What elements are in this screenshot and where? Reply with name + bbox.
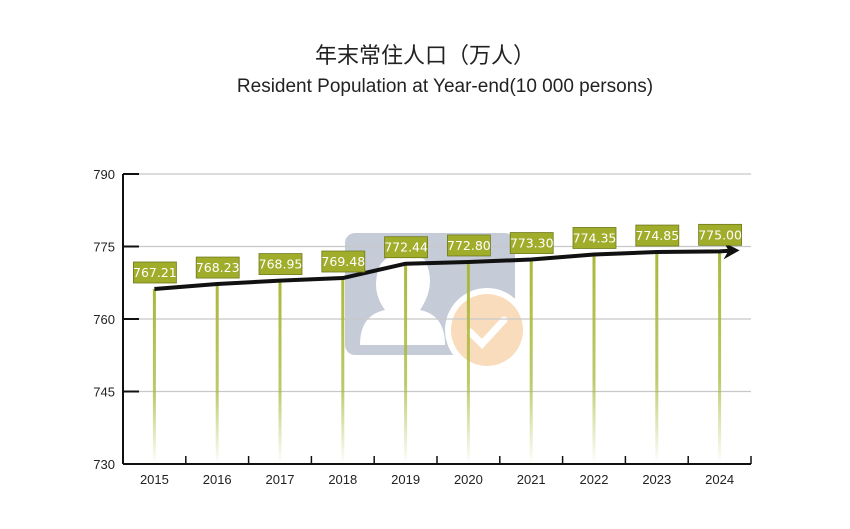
- x-tick-label: 2022: [580, 472, 609, 487]
- data-label-box: [258, 253, 303, 275]
- data-label: 768.95: [259, 257, 303, 272]
- data-label-box: [384, 236, 429, 259]
- data-label: 768.23: [196, 260, 240, 275]
- x-tick-label: 2019: [391, 472, 420, 487]
- data-label-box: [635, 224, 680, 247]
- value-stem: [529, 259, 533, 464]
- y-tick-label: 730: [93, 457, 115, 472]
- value-stem: [152, 288, 156, 464]
- y-tick-label: 745: [93, 385, 115, 400]
- value-stem: [466, 261, 470, 464]
- x-tick-label: 2021: [517, 472, 546, 487]
- x-tick-label: 2016: [203, 472, 232, 487]
- data-label-box: [446, 234, 491, 257]
- data-label: 774.35: [573, 230, 617, 245]
- data-label: 773.30: [510, 236, 554, 251]
- data-label: 774.85: [635, 228, 679, 243]
- value-stem: [718, 251, 722, 464]
- value-stem: [215, 284, 219, 464]
- chart-title: 年末常住人口（万人）: [314, 44, 535, 69]
- y-tick-label: 790: [93, 167, 115, 182]
- value-stem: [592, 254, 596, 464]
- x-tick-label: 2018: [328, 472, 357, 487]
- watermark-id-card-icon: [345, 233, 529, 372]
- x-tick-label: 2024: [705, 472, 734, 487]
- y-tick-label: 760: [93, 312, 115, 327]
- data-label-box: [195, 256, 240, 279]
- data-label-box: [698, 223, 742, 246]
- x-tick-label: 2017: [266, 472, 295, 487]
- data-label: 769.48: [321, 254, 365, 269]
- value-stem: [404, 263, 408, 464]
- data-label-box: [572, 227, 617, 249]
- data-label: 767.21: [133, 265, 177, 280]
- arrow-head-icon: [723, 242, 740, 260]
- y-tick-label: 775: [93, 240, 115, 255]
- chart-subtitle: Resident Population at Year-end(10 000 p…: [236, 76, 654, 97]
- trend-line: [154, 248, 736, 291]
- value-stem: [278, 280, 282, 464]
- data-label-box: [509, 232, 554, 254]
- data-label: 775.00: [698, 227, 742, 242]
- value-stem: [341, 278, 345, 464]
- data-label-box: [321, 250, 366, 273]
- x-tick-label: 2020: [454, 472, 483, 487]
- x-tick-label: 2023: [642, 472, 671, 487]
- value-stem: [655, 252, 659, 464]
- data-label-box: [132, 261, 177, 284]
- data-label: 772.44: [384, 240, 428, 255]
- data-label: 772.80: [447, 238, 491, 253]
- x-tick-label: 2015: [140, 472, 169, 487]
